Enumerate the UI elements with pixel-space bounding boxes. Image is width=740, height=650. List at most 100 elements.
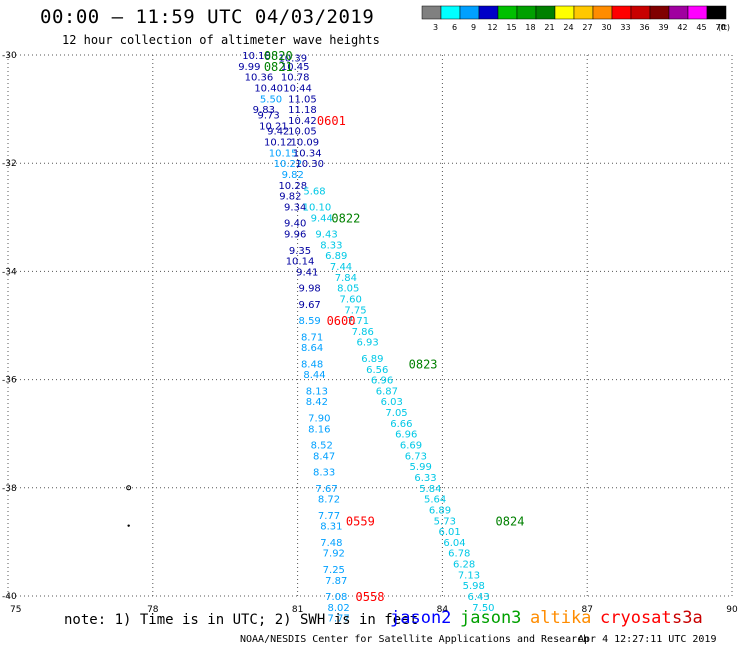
wave-height-value: 10.22	[274, 159, 303, 170]
satellite-name: s3a	[672, 608, 703, 628]
wave-height-value: 10.14	[286, 257, 315, 268]
wave-height-value: 7.71	[347, 316, 369, 327]
wave-height-value: 8.05	[337, 284, 359, 295]
wave-height-value: 10.40	[254, 83, 283, 94]
marker-point	[127, 524, 130, 527]
satellite-name: jason2	[390, 608, 452, 628]
legend-label: 39	[658, 23, 668, 32]
x-tick-label: 81	[292, 605, 303, 615]
wave-height-value: 10.05	[288, 127, 317, 138]
wave-height-value: 9.67	[299, 300, 321, 311]
wave-height-value: 6.69	[400, 441, 422, 452]
legend-label: 15	[506, 23, 516, 32]
legend-label: 36	[639, 23, 649, 32]
wave-height-value: 8.52	[311, 441, 333, 452]
legend-unit: (ft)	[718, 23, 730, 32]
time-label: 0820	[264, 49, 293, 63]
legend-label: 21	[544, 23, 554, 32]
wave-height-value: 6.87	[376, 386, 398, 397]
legend-swatch	[630, 5, 651, 20]
wave-height-value: 7.48	[320, 538, 342, 549]
y-tick-label: -32	[2, 159, 17, 169]
time-label: 0559	[346, 514, 375, 528]
legend-label: 9	[471, 23, 476, 32]
wave-height-value: 8.59	[299, 316, 321, 327]
wave-height-value: 8.31	[320, 522, 342, 533]
wave-height-value: 9.73	[258, 111, 280, 122]
footer-note: note: 1) Time is in UTC; 2) SWH is in fe…	[64, 612, 419, 628]
satellite-name: cryosat	[600, 608, 672, 628]
wave-height-value: 8.16	[308, 424, 330, 435]
legend-swatch	[706, 5, 727, 20]
wave-height-value: 8.44	[303, 370, 325, 381]
legend-swatch	[459, 5, 480, 20]
legend-label: 27	[582, 23, 592, 32]
legend-swatch	[554, 5, 575, 20]
wave-height-value: 9.35	[289, 246, 311, 257]
time-label: 0821	[264, 60, 293, 74]
satellite-name: jason3	[460, 608, 522, 628]
wave-height-value: 8.47	[313, 451, 335, 462]
wave-height-value: 8.13	[306, 386, 328, 397]
wave-height-value: 5.64	[424, 495, 446, 506]
x-tick-label: 87	[581, 605, 592, 615]
wave-height-value: 6.89	[361, 354, 383, 365]
legend-swatch	[535, 5, 556, 20]
wave-height-value: 7.87	[325, 576, 347, 587]
wave-height-value: 6.03	[381, 397, 403, 408]
wave-height-value: 9.98	[299, 284, 321, 295]
wave-height-value: 8.33	[320, 240, 342, 251]
legend-swatch	[687, 5, 708, 20]
x-tick-label: 90	[726, 605, 738, 615]
wave-height-value: 5.98	[463, 581, 485, 592]
wave-height-value: 10.12	[264, 138, 293, 149]
wave-height-value: 7.25	[323, 565, 345, 576]
wave-height-value: 10.39	[278, 54, 307, 65]
wave-height-value: 8.02	[327, 603, 349, 614]
y-tick-label: -38	[2, 484, 17, 494]
legend-label: 18	[525, 23, 535, 32]
wave-height-value: 7.92	[323, 549, 345, 560]
wave-height-value: 10.78	[281, 73, 310, 84]
wave-height-value: 6.66	[390, 419, 412, 430]
wave-height-value: 10.44	[283, 83, 312, 94]
time-label: 0600	[327, 314, 356, 328]
wave-height-value: 6.78	[448, 549, 470, 560]
legend-swatch	[497, 5, 518, 20]
x-tick-label: 84	[437, 605, 449, 615]
wave-height-value: 9.42	[267, 127, 289, 138]
legend-swatch	[592, 5, 613, 20]
satellite-name: altika	[530, 608, 592, 628]
legend-label: 12	[487, 23, 497, 32]
wave-height-value: 10.18	[242, 51, 271, 62]
wave-height-value: 7.77	[318, 511, 340, 522]
wave-height-value: 10.09	[291, 138, 320, 149]
wave-height-value: 10.45	[281, 62, 310, 73]
wave-height-value: 7.75	[344, 305, 366, 316]
wave-height-value: 10.10	[303, 202, 332, 213]
wave-height-value: 9.40	[284, 219, 306, 230]
wave-height-value: 9.34	[284, 202, 306, 213]
wave-height-value: 7.05	[385, 408, 407, 419]
wave-height-value: 10.30	[295, 159, 324, 170]
wave-height-value: 9.83	[253, 105, 275, 116]
legend-swatch	[440, 5, 461, 20]
wave-height-value: 6.01	[439, 527, 461, 538]
wave-height-value: 10.36	[245, 73, 274, 84]
wave-height-value: 7.84	[335, 273, 357, 284]
legend-swatch	[478, 5, 499, 20]
wave-height-value: 7.86	[352, 327, 374, 338]
wave-height-value: 9.43	[315, 230, 337, 241]
time-label: 0822	[331, 211, 360, 225]
time-label: 0601	[317, 114, 346, 128]
wave-height-value: 6.89	[429, 505, 451, 516]
legend-label: 42	[677, 23, 687, 32]
wave-height-value: 5.99	[410, 462, 432, 473]
wave-height-value: 7.50	[472, 603, 494, 614]
legend-swatch	[421, 5, 442, 20]
wave-height-value: 9.44	[311, 213, 333, 224]
wave-height-value: 6.33	[414, 473, 436, 484]
legend-label: 45	[696, 23, 706, 32]
wave-height-value: 7.77	[327, 614, 349, 625]
